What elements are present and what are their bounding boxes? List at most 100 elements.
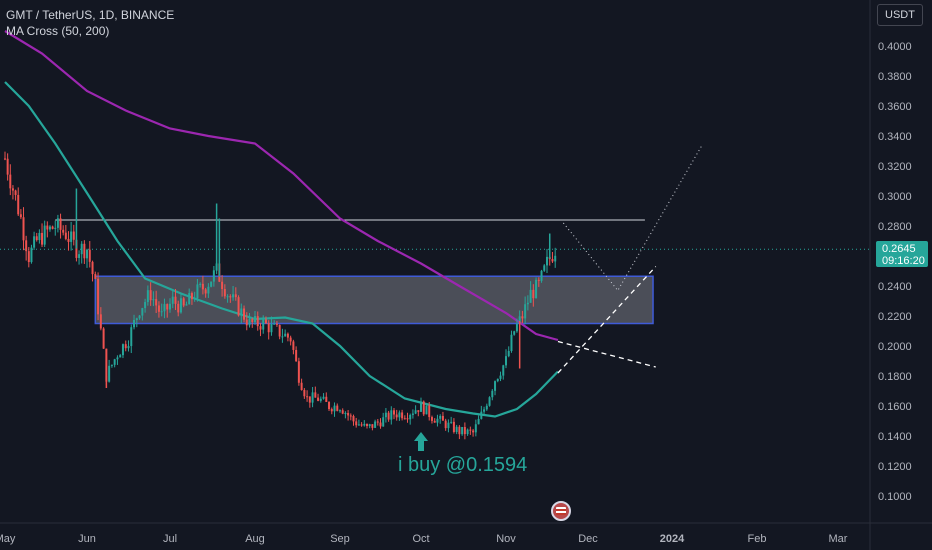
y-tick-label: 0.3000 <box>878 191 912 203</box>
x-tick-label: Feb <box>748 533 767 545</box>
candle-body <box>19 214 22 218</box>
candle-body <box>25 240 28 252</box>
candle-body <box>554 255 557 262</box>
candle-body <box>190 293 193 300</box>
candle-body <box>146 290 149 303</box>
candle-body <box>234 294 237 298</box>
candle-body <box>330 409 333 412</box>
candle-body <box>444 420 447 429</box>
candle-body <box>9 174 12 189</box>
candle-body <box>4 158 6 160</box>
candle-body <box>56 218 59 228</box>
candle-body <box>295 349 298 362</box>
x-tick-label: Sep <box>330 533 350 545</box>
candle-body <box>420 401 422 412</box>
candle-body <box>223 289 226 297</box>
candle-body <box>193 298 196 300</box>
candle-body <box>543 265 546 271</box>
candle-body <box>300 382 303 391</box>
candle-body <box>455 426 458 433</box>
us-flag-icon[interactable] <box>551 501 571 521</box>
candle-body <box>477 418 480 425</box>
y-tick-label: 0.1000 <box>878 491 912 503</box>
candle-body <box>496 378 499 382</box>
candle-body <box>108 365 111 382</box>
candle-body <box>130 327 133 347</box>
candle-body <box>499 375 502 379</box>
candle-body <box>204 289 207 294</box>
candle-body <box>281 336 284 338</box>
candle-body <box>384 412 387 418</box>
candle-body <box>328 401 331 410</box>
candle-body <box>540 270 543 281</box>
candle-body <box>357 424 360 426</box>
candle-body <box>232 294 235 298</box>
candle-body <box>308 396 311 403</box>
candle-body <box>243 308 246 320</box>
candle-body <box>515 323 518 332</box>
candle-body <box>163 304 166 312</box>
candle-body <box>196 284 199 299</box>
candle-body <box>379 422 382 427</box>
candle-body <box>414 410 417 414</box>
candle-body <box>179 298 182 313</box>
candle-body <box>447 422 450 429</box>
y-tick-label: 0.1400 <box>878 431 912 443</box>
candle-body <box>273 323 276 325</box>
trendline-up <box>557 266 657 374</box>
candle-body <box>325 396 328 402</box>
candle-body <box>78 254 81 258</box>
candle-body <box>430 417 433 421</box>
candle-body <box>160 311 163 313</box>
last-price-badge: 0.2645 09:16:20 <box>876 241 928 267</box>
y-tick-label: 0.3200 <box>878 161 912 173</box>
candle-body <box>127 346 130 349</box>
candle-body <box>221 281 224 290</box>
candle-body <box>248 318 251 326</box>
candle-body <box>267 323 270 333</box>
candle-body <box>360 424 363 426</box>
candle-body <box>54 227 57 229</box>
candle-body <box>264 319 267 324</box>
candle-body <box>113 359 116 365</box>
candle-body <box>75 239 78 258</box>
candle-body <box>529 289 532 303</box>
trendline-down <box>557 340 656 368</box>
buy-arrow-icon <box>414 432 428 451</box>
candle-body <box>505 356 507 366</box>
currency-button[interactable]: USDT <box>877 4 923 26</box>
candle-body <box>376 421 379 423</box>
candle-body <box>110 364 113 366</box>
candle-body <box>441 415 444 421</box>
candle-body <box>86 249 88 259</box>
candle-body <box>502 365 505 376</box>
x-tick-label: Oct <box>412 533 429 545</box>
projection-path <box>563 144 703 292</box>
candle-body <box>245 319 248 326</box>
candle-body <box>366 423 368 427</box>
candle-body <box>124 344 127 349</box>
y-tick-label: 0.3600 <box>878 101 912 113</box>
candle-body <box>411 413 414 415</box>
candle-body <box>382 417 385 427</box>
candle-body <box>521 316 524 319</box>
candle-body <box>518 316 521 324</box>
candle-body <box>546 256 548 266</box>
candle-body <box>119 355 122 358</box>
candle-body <box>237 297 240 316</box>
candle-body <box>229 296 232 298</box>
candle-body <box>59 218 62 230</box>
y-tick-label: 0.1800 <box>878 371 912 383</box>
candle-body <box>472 430 475 433</box>
candle-body <box>510 334 513 351</box>
indicator-label: MA Cross (50, 200) <box>6 24 110 38</box>
candle-body <box>311 392 314 403</box>
candle-body <box>116 357 119 360</box>
candle-body <box>513 331 516 335</box>
chart-legend: GMT / TetherUS, 1D, BINANCE MA Cross (50… <box>6 7 174 39</box>
candle-body <box>461 426 464 435</box>
candle-body <box>286 333 289 338</box>
candle-body <box>11 188 14 191</box>
candle-body <box>374 421 377 428</box>
